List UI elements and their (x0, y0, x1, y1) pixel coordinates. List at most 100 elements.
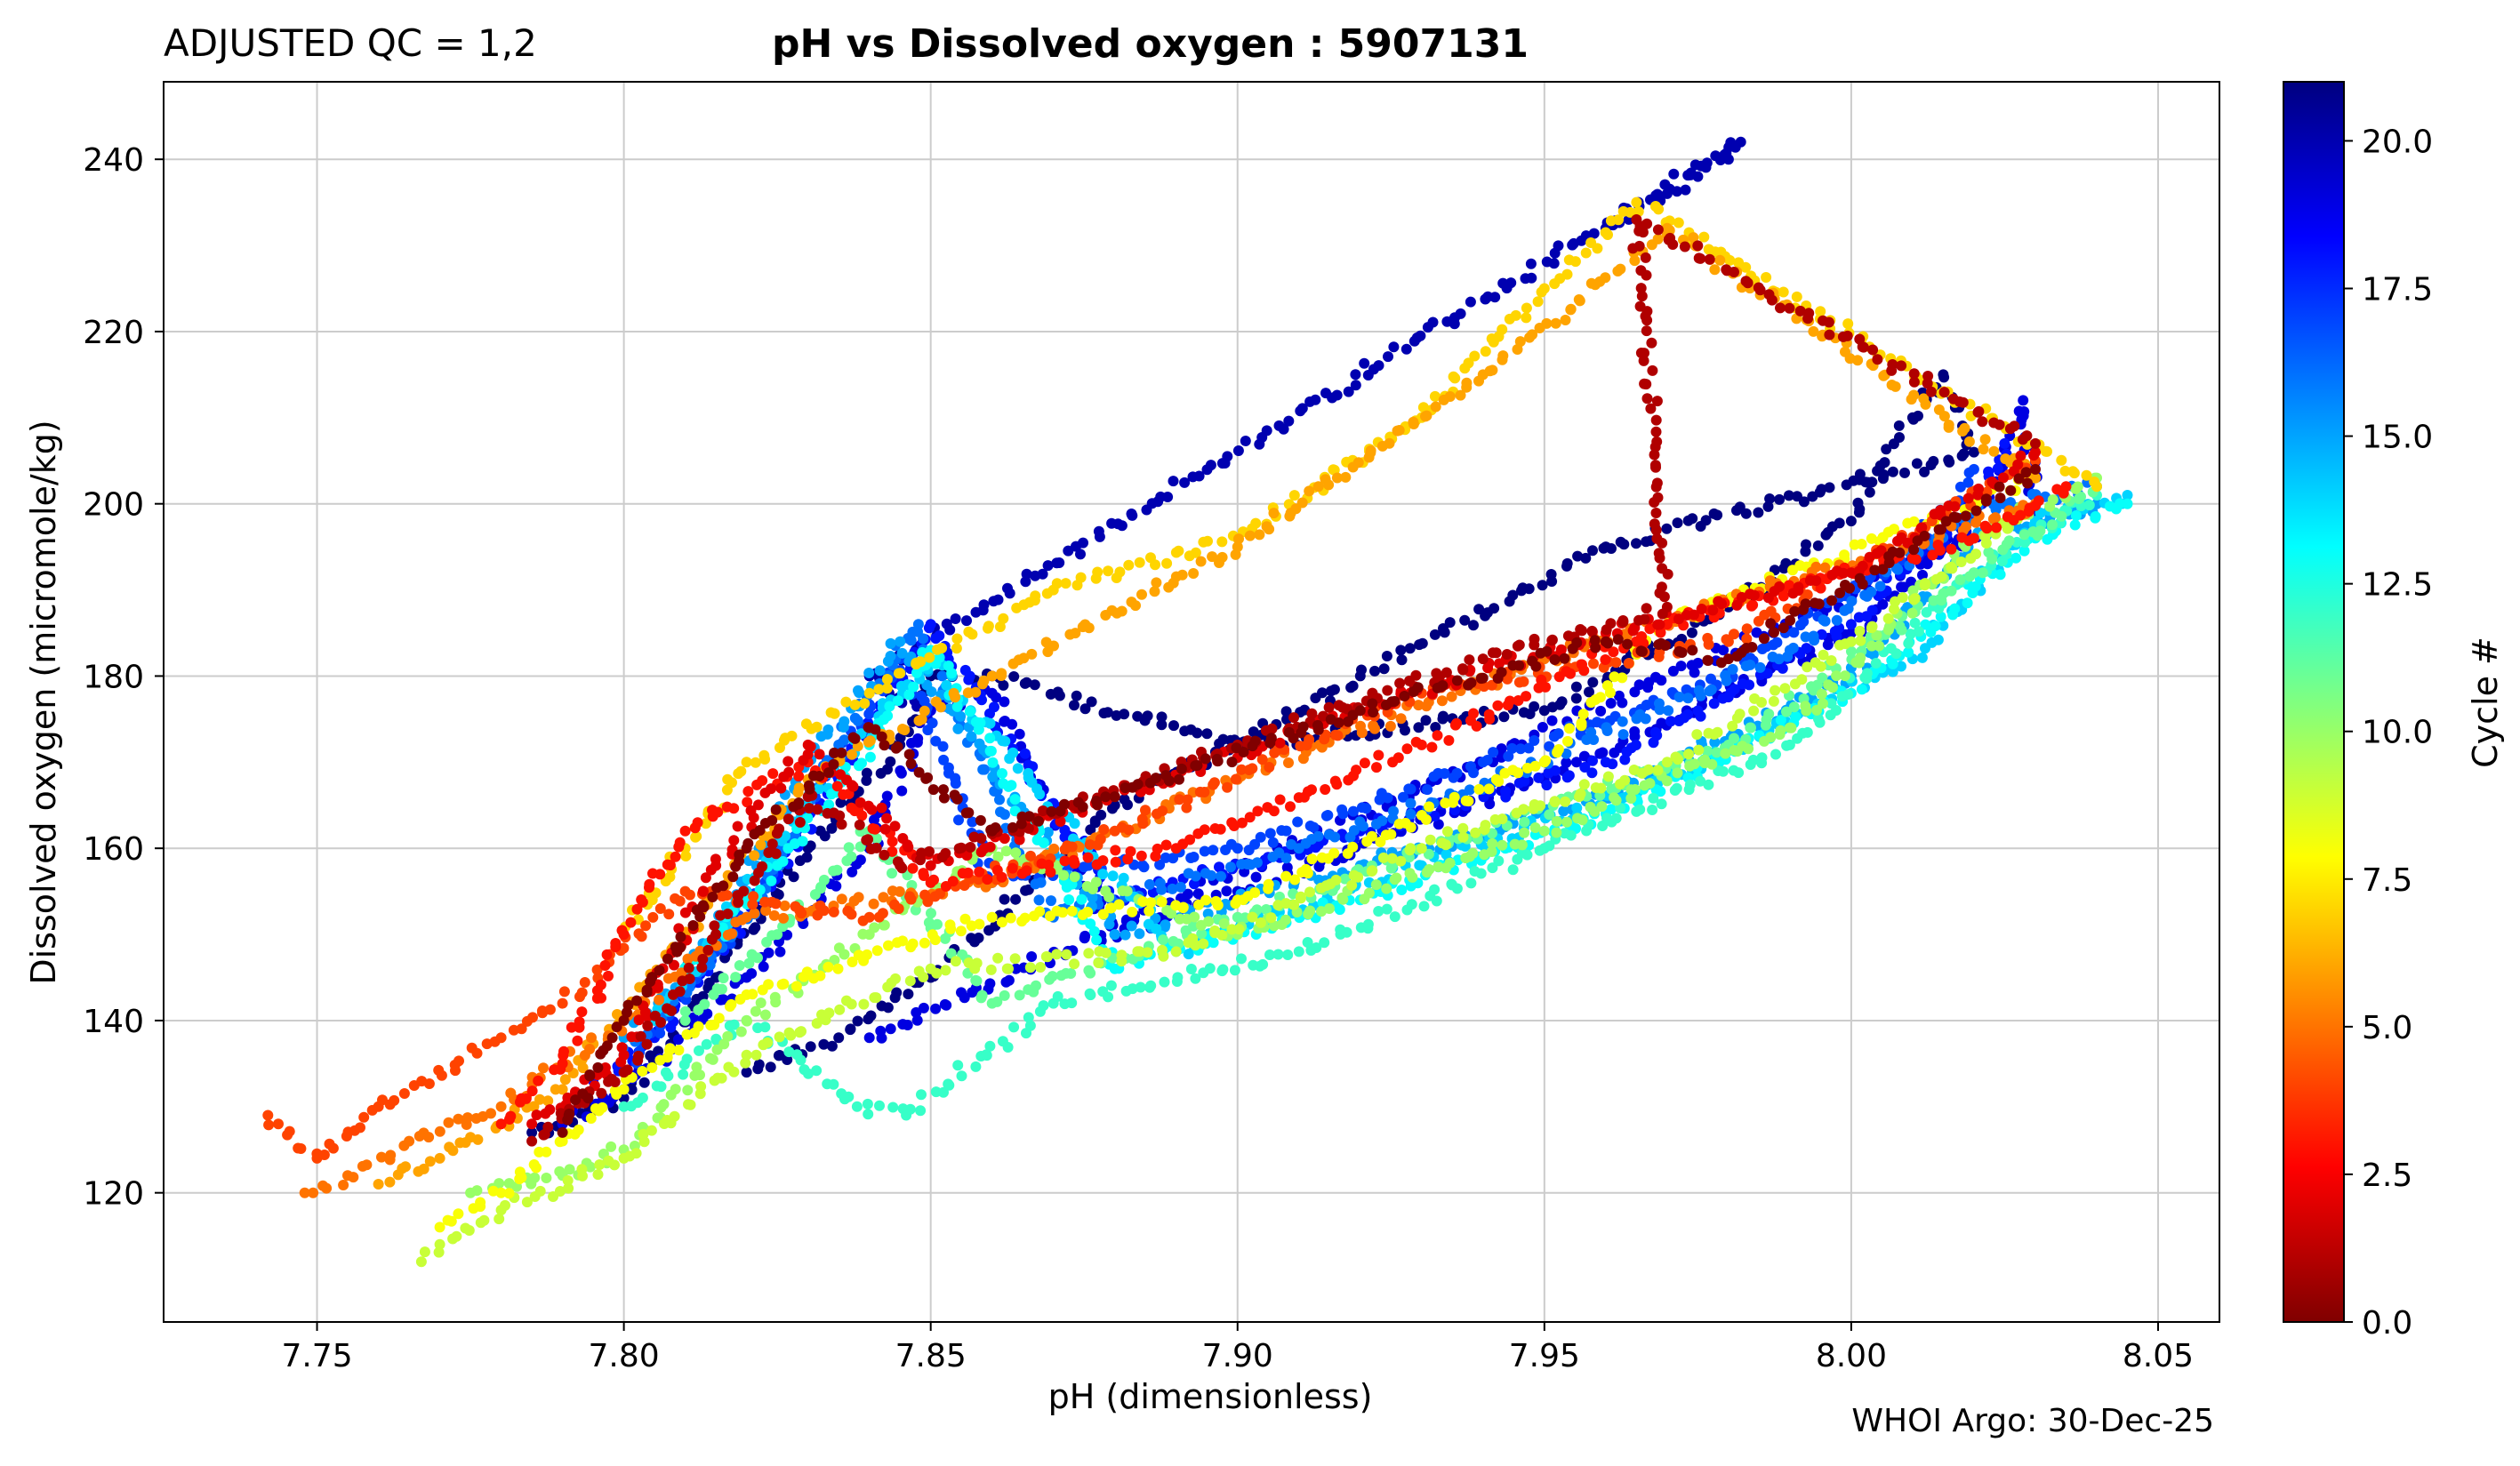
data-point (645, 1050, 656, 1061)
data-point (1267, 837, 1279, 848)
data-point (1331, 779, 1343, 790)
data-point (1682, 515, 1694, 526)
data-point (1710, 150, 1721, 162)
data-point (1890, 381, 1901, 392)
data-point (1464, 784, 1475, 796)
data-point (967, 987, 978, 998)
data-point (811, 1018, 823, 1029)
data-point (1047, 971, 1058, 982)
data-point (757, 775, 768, 786)
data-point (876, 1000, 887, 1012)
data-point (1381, 903, 1392, 915)
data-point (1123, 559, 1135, 571)
data-point (1283, 757, 1294, 768)
data-point (262, 1110, 274, 1121)
data-point (1385, 829, 1397, 840)
data-point (1673, 217, 1684, 228)
data-point (932, 918, 943, 930)
data-point (951, 701, 963, 712)
data-point (899, 725, 911, 736)
data-point (1627, 625, 1639, 637)
data-point (1339, 873, 1351, 885)
data-point (1855, 635, 1866, 646)
data-point (918, 633, 929, 645)
data-point (1549, 247, 1561, 259)
data-point (1048, 843, 1060, 854)
data-point (873, 684, 885, 695)
data-point (594, 1159, 606, 1170)
data-point (1405, 843, 1416, 854)
data-point (1665, 716, 1676, 727)
data-point (1063, 894, 1075, 905)
data-point (746, 968, 758, 979)
qc-label: ADJUSTED QC = 1,2 (164, 21, 537, 65)
data-point (1463, 357, 1474, 369)
data-point (1005, 912, 1016, 924)
data-point (702, 944, 714, 956)
data-point (658, 1099, 670, 1110)
data-point (1233, 533, 1244, 545)
data-point (348, 1172, 359, 1183)
data-point (1913, 626, 1924, 637)
data-point (977, 764, 989, 775)
data-point (1460, 795, 1472, 806)
data-point (1946, 543, 1957, 555)
data-point (1506, 742, 1518, 754)
data-point (1899, 467, 1910, 478)
data-point (1400, 343, 1412, 355)
data-point (1268, 805, 1280, 817)
data-point (1343, 386, 1354, 397)
data-point (1449, 791, 1460, 803)
data-point (1097, 869, 1109, 880)
data-point (597, 1102, 608, 1113)
data-point (1103, 565, 1114, 577)
data-point (1468, 708, 1479, 719)
data-point (1968, 446, 1979, 458)
data-point (1688, 232, 1699, 244)
data-point (1084, 988, 1095, 999)
data-point (1254, 438, 1265, 450)
data-point (1574, 791, 1585, 803)
data-point (966, 731, 977, 742)
data-point (1648, 792, 1659, 804)
data-point (1418, 901, 1430, 912)
data-point (1021, 865, 1032, 877)
data-point (1856, 684, 1867, 695)
data-point (1389, 911, 1400, 923)
data-point (994, 794, 1005, 805)
data-point (854, 819, 865, 830)
data-point (1351, 765, 1362, 776)
data-point (774, 1031, 785, 1043)
data-point (1295, 405, 1306, 417)
data-point (782, 929, 793, 941)
data-point (1999, 437, 2010, 449)
data-point (1703, 779, 1714, 790)
data-point (385, 1150, 397, 1161)
data-point (1956, 450, 1968, 461)
data-point (840, 696, 852, 708)
data-point (1387, 861, 1398, 872)
data-point (1157, 805, 1168, 817)
data-point (1083, 965, 1095, 976)
data-point (852, 1015, 863, 1027)
data-point (832, 963, 844, 974)
data-point (1816, 688, 1827, 700)
data-point (896, 862, 908, 874)
data-point (1247, 911, 1258, 923)
data-point (732, 821, 743, 832)
data-point (1134, 928, 1145, 940)
data-point (794, 817, 806, 828)
data-point (1856, 539, 1867, 549)
data-point (1217, 964, 1229, 975)
data-point (1136, 589, 1147, 600)
data-point (1042, 827, 1054, 838)
data-point (1963, 436, 1975, 447)
data-point (2047, 494, 2059, 506)
data-point (1031, 980, 1041, 991)
data-point (823, 799, 835, 811)
data-point (1431, 895, 1442, 907)
data-point (1106, 517, 1118, 529)
data-point (1021, 677, 1032, 688)
data-point (935, 701, 946, 713)
data-point (839, 734, 850, 746)
